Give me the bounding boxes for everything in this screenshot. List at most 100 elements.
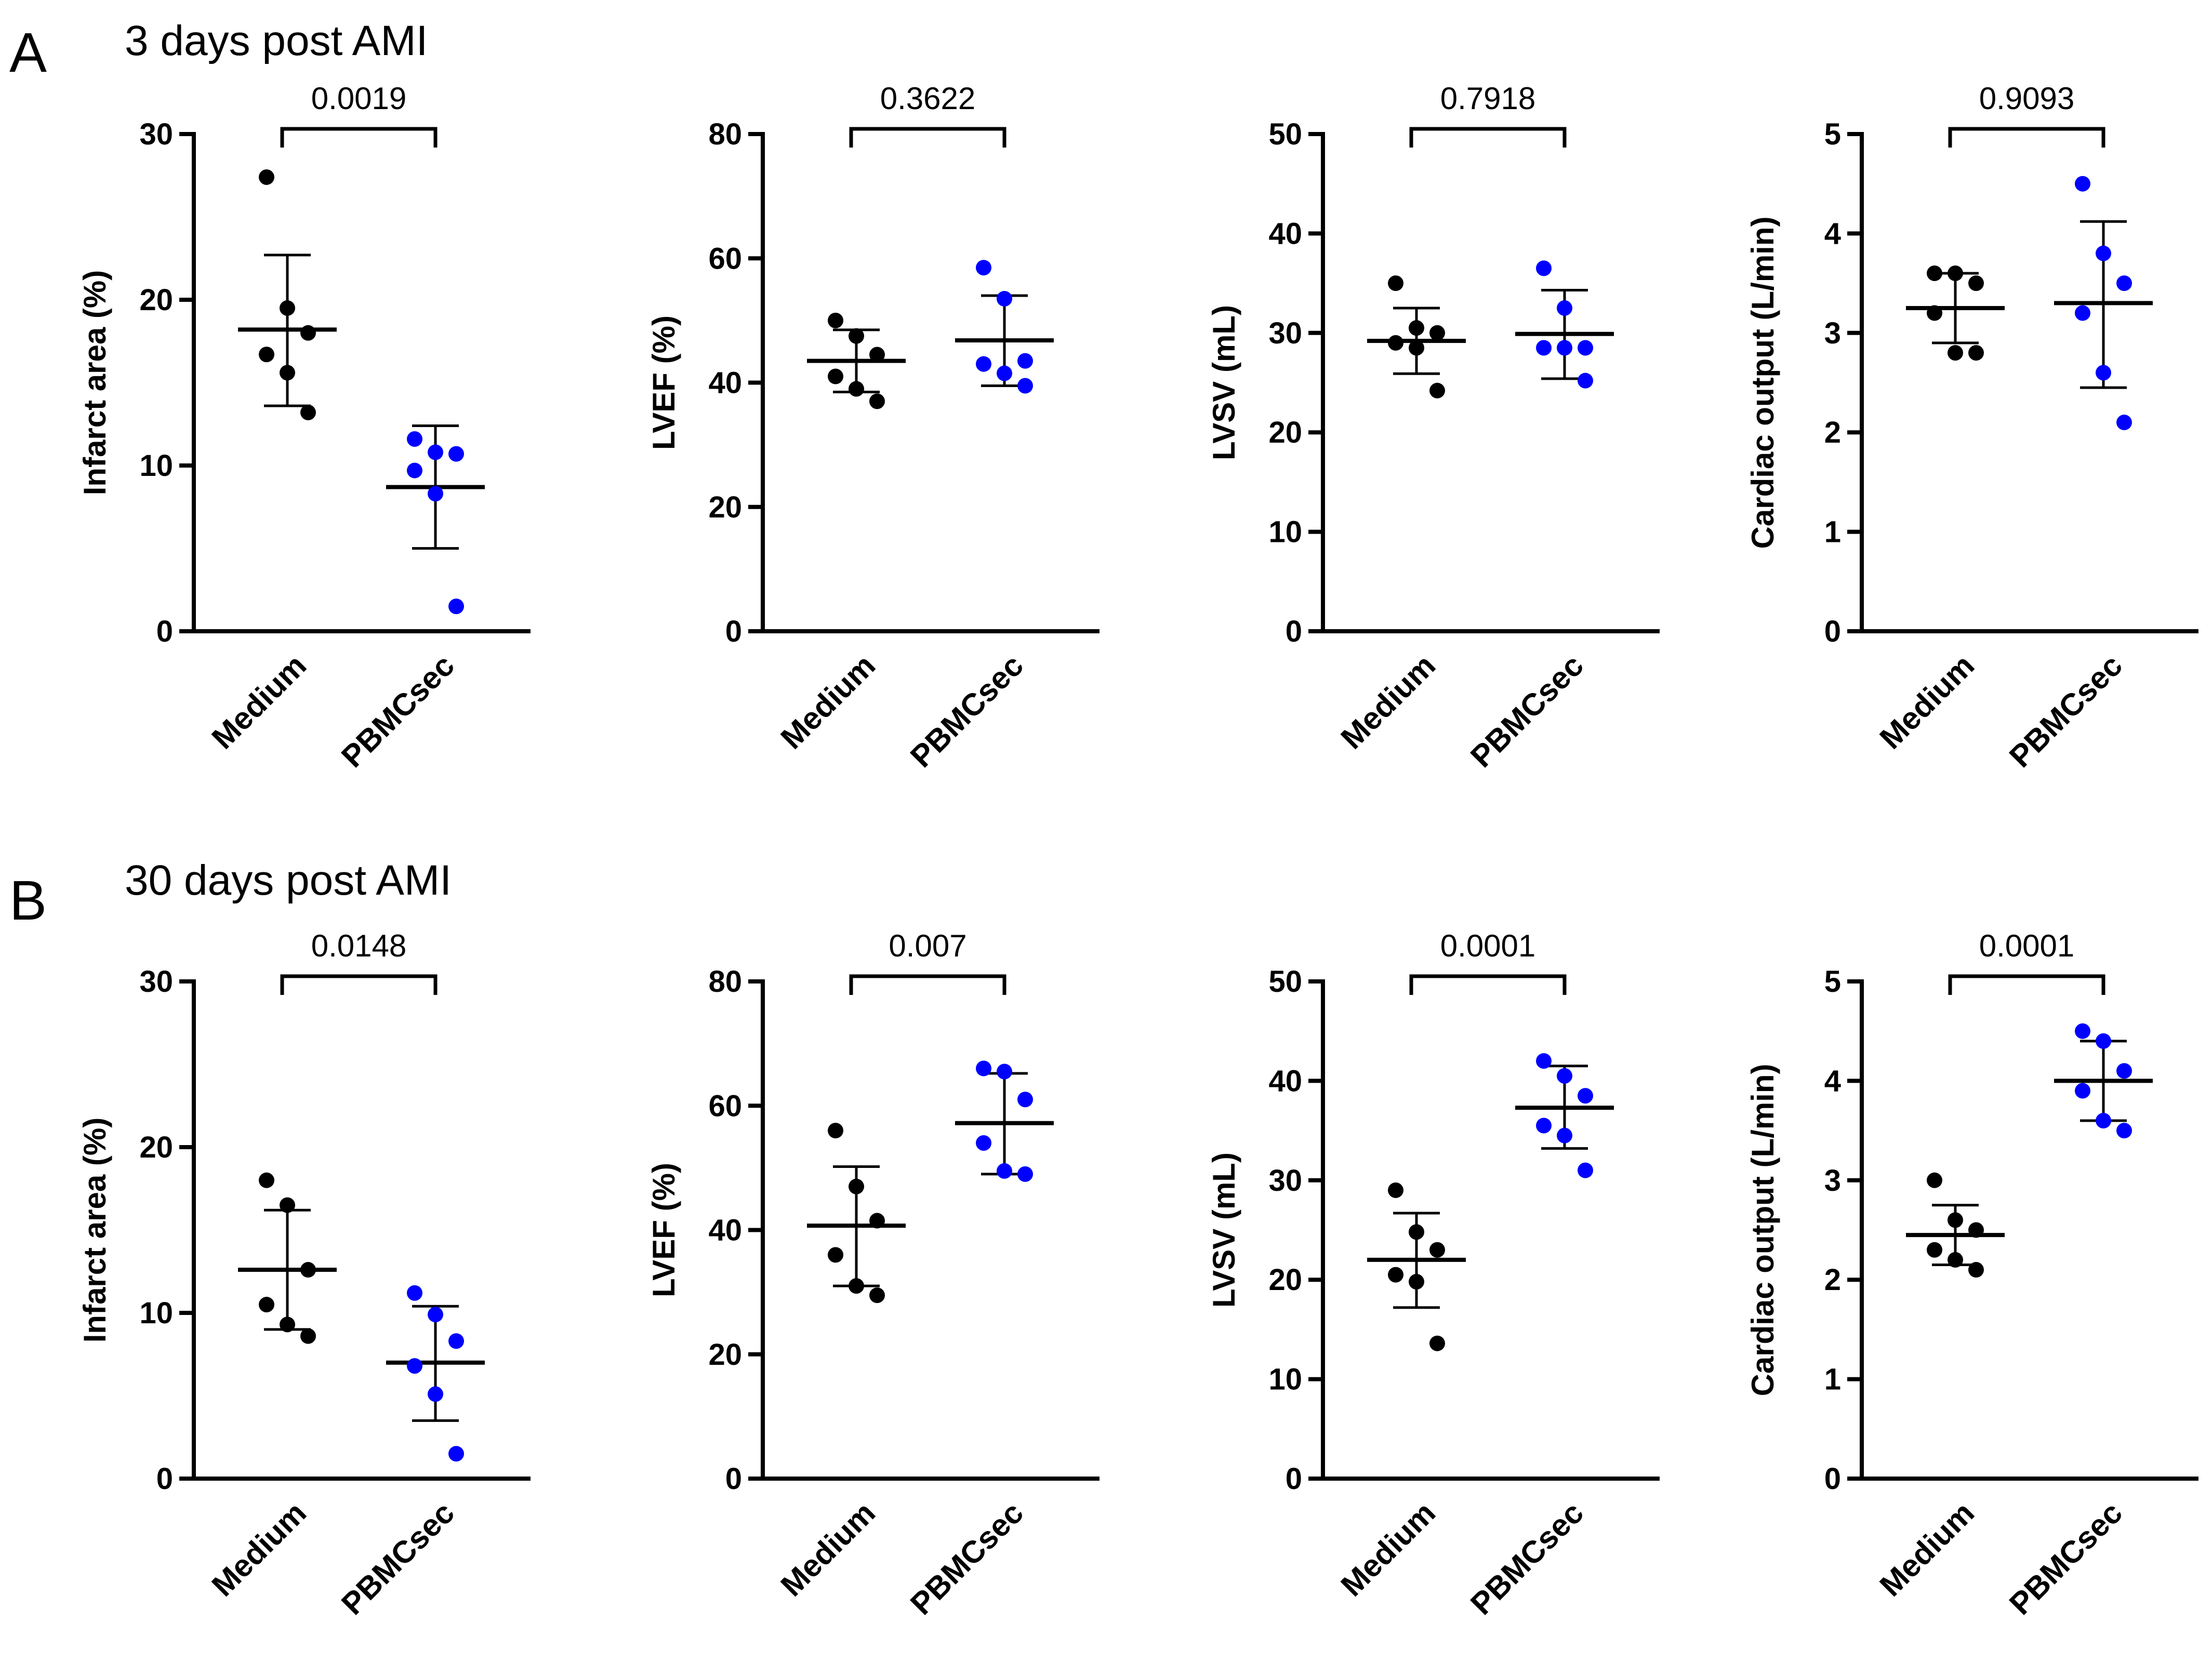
y-tick-label: 3 bbox=[1824, 316, 1841, 350]
pbmcsec-point bbox=[428, 444, 443, 460]
medium-point bbox=[828, 312, 843, 328]
panel-title-a: 3 days post AMI bbox=[125, 17, 428, 64]
chart-0-3: 0 1 2 3 4 5 Cardiac output (L/min) Medium PBMCse… bbox=[1745, 81, 2198, 774]
medium-point bbox=[300, 325, 316, 341]
medium-point bbox=[849, 1278, 864, 1294]
p-value-label: 0.0001 bbox=[1979, 928, 2075, 963]
chart-1-0: 0 10 20 30 Infarct area (%) Medium PBMCsec 0.01… bbox=[77, 928, 531, 1621]
category-label: Medium bbox=[1873, 648, 1981, 756]
medium-point bbox=[1409, 320, 1424, 336]
pbmcsec-point bbox=[1017, 378, 1033, 394]
y-tick-label: 80 bbox=[708, 965, 742, 999]
pbmcsec-point bbox=[428, 1386, 443, 1402]
pbmcsec-point bbox=[976, 260, 991, 276]
pbmcsec-point bbox=[407, 1285, 422, 1301]
medium-point bbox=[1388, 1182, 1403, 1198]
pbmcsec-point bbox=[2075, 305, 2090, 321]
medium-point bbox=[869, 1213, 885, 1229]
pbmcsec-point bbox=[2116, 415, 2132, 431]
y-tick-label: 10 bbox=[1268, 515, 1302, 549]
pbmcsec-point bbox=[1536, 340, 1552, 356]
pbmcsec-point bbox=[2075, 1083, 2090, 1099]
pbmcsec-point bbox=[1017, 1166, 1033, 1182]
medium-point bbox=[1948, 1212, 1963, 1228]
medium-point bbox=[1409, 1224, 1424, 1240]
y-tick-label: 1 bbox=[1824, 515, 1841, 549]
pbmcsec-point bbox=[407, 431, 422, 447]
medium-point bbox=[869, 1287, 885, 1304]
y-tick-label: 3 bbox=[1824, 1164, 1841, 1198]
y-tick-label: 80 bbox=[708, 117, 742, 151]
medium-point bbox=[869, 393, 885, 409]
y-tick-label: 4 bbox=[1824, 217, 1841, 250]
pbmcsec-point bbox=[1536, 1118, 1552, 1134]
pbmcsec-point bbox=[1578, 373, 1593, 389]
pbmcsec-point bbox=[1557, 300, 1572, 316]
medium-point bbox=[849, 1178, 864, 1194]
category-label: PBMCsec bbox=[2003, 1495, 2129, 1621]
y-tick-label: 5 bbox=[1824, 117, 1841, 151]
medium-point bbox=[1388, 275, 1403, 291]
category-label: Medium bbox=[205, 1495, 313, 1603]
y-tick-label: 0 bbox=[156, 1462, 173, 1496]
pbmcsec-point bbox=[428, 1307, 443, 1323]
y-tick-label: 20 bbox=[708, 1338, 742, 1372]
medium-point bbox=[1388, 1267, 1403, 1283]
pbmcsec-point bbox=[2096, 365, 2111, 381]
y-tick-label: 0 bbox=[725, 1462, 742, 1496]
medium-point bbox=[1388, 335, 1403, 351]
pbmcsec-point bbox=[997, 291, 1012, 307]
pbmcsec-point bbox=[976, 1060, 991, 1076]
medium-point bbox=[828, 1247, 843, 1263]
medium-point bbox=[869, 347, 885, 363]
p-value-label: 0.0148 bbox=[311, 928, 407, 963]
significance-bracket bbox=[280, 127, 438, 148]
category-label: Medium bbox=[205, 648, 313, 756]
y-tick-label: 40 bbox=[1268, 1064, 1302, 1098]
y-axis-title: Infarct area (%) bbox=[77, 270, 112, 495]
pbmcsec-point bbox=[448, 1333, 464, 1349]
chart-1-2: 0 10 20 30 40 50 LVSV (mL) Medium PBMCsec 0.0001 bbox=[1207, 928, 1660, 1621]
pbmcsec-point bbox=[2096, 1033, 2111, 1049]
category-label: Medium bbox=[1873, 1495, 1981, 1603]
pbmcsec-point bbox=[1578, 1162, 1593, 1178]
medium-point bbox=[300, 404, 316, 420]
y-axis-title: Cardiac output (L/min) bbox=[1745, 1064, 1780, 1397]
y-tick-label: 50 bbox=[1268, 965, 1302, 999]
medium-point bbox=[1968, 1222, 1984, 1238]
pbmcsec-point bbox=[2116, 1063, 2132, 1079]
category-label: PBMCsec bbox=[904, 648, 1030, 774]
medium-point bbox=[300, 1328, 316, 1344]
pbmcsec-point bbox=[2096, 245, 2111, 261]
medium-point bbox=[828, 1123, 843, 1139]
medium-point bbox=[1409, 1274, 1424, 1290]
medium-point bbox=[1409, 340, 1424, 356]
category-label: Medium bbox=[1334, 1495, 1442, 1603]
y-tick-label: 50 bbox=[1268, 117, 1302, 151]
pbmcsec-point bbox=[1557, 1068, 1572, 1084]
medium-point bbox=[849, 328, 864, 344]
significance-bracket bbox=[849, 974, 1006, 995]
pbmcsec-point bbox=[1557, 340, 1572, 356]
y-axis-title: LVEF (%) bbox=[646, 1163, 681, 1297]
y-axis-title: LVEF (%) bbox=[646, 315, 681, 450]
p-value-label: 0.0001 bbox=[1440, 928, 1536, 963]
y-tick-label: 60 bbox=[708, 242, 742, 275]
y-tick-label: 20 bbox=[1268, 1263, 1302, 1297]
pbmcsec-point bbox=[2116, 1123, 2132, 1139]
pbmcsec-point bbox=[997, 365, 1012, 381]
significance-bracket bbox=[1409, 127, 1567, 148]
chart-0-0: 0 10 20 30 Infarct area (%) Medium PBMCsec 0.00… bbox=[77, 81, 531, 774]
medium-point bbox=[1429, 325, 1445, 341]
medium-point bbox=[1927, 1242, 1942, 1258]
pbmcsec-point bbox=[1578, 1088, 1593, 1104]
category-label: Medium bbox=[774, 648, 882, 756]
panel-letter-b: B bbox=[9, 869, 47, 932]
pbmcsec-point bbox=[1017, 353, 1033, 369]
medium-point bbox=[280, 1317, 295, 1333]
y-tick-label: 20 bbox=[708, 490, 742, 524]
p-value-label: 0.7918 bbox=[1440, 81, 1536, 116]
y-tick-label: 1 bbox=[1824, 1363, 1841, 1397]
medium-point bbox=[849, 381, 864, 397]
